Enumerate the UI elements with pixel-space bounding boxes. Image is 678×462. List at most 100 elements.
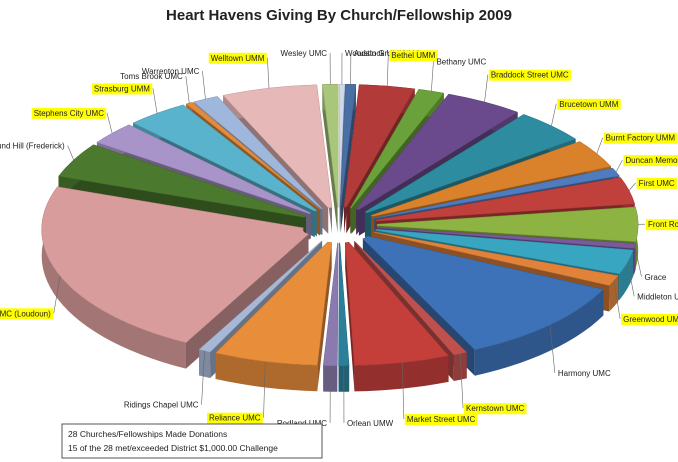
- slice-top: [185, 102, 321, 210]
- label-kernstown-umc: Kernstown UMC: [466, 404, 524, 413]
- note-line-1: 28 Churches/Fellowships Made Donations: [68, 429, 227, 439]
- slice-rim: [474, 289, 604, 376]
- label-redland-umc: Redland UMC: [277, 419, 327, 428]
- chart-title: Heart Havens Giving By Church/Fellowship…: [166, 7, 512, 24]
- slice-side: [322, 84, 338, 234]
- label-orlean-umw: Orlean UMW: [347, 419, 394, 428]
- note-box: 28 Churches/Fellowships Made Donations 1…: [61, 423, 323, 459]
- slice-rim: [633, 243, 636, 275]
- label-wesley-umc: Wesley UMC: [281, 49, 328, 58]
- leader-line: [67, 145, 74, 161]
- label-front-royal-umc: Front Royal UMC: [648, 220, 678, 229]
- slice-top: [322, 242, 339, 367]
- slice-rim: [453, 352, 467, 382]
- label-ridings-chapel-umc: Ridings Chapel UMC: [124, 401, 199, 410]
- leader-line: [484, 74, 489, 103]
- slice-top: [355, 93, 519, 211]
- leader-line: [106, 112, 113, 134]
- slice-rim: [609, 275, 619, 312]
- leader-line: [615, 160, 623, 173]
- label-toms-brook-umc: Toms Brook UMC: [120, 72, 183, 81]
- label-highlight: [464, 403, 527, 415]
- leader-line: [263, 361, 266, 418]
- label-highlight: [31, 107, 107, 119]
- slice-top: [132, 104, 318, 212]
- leader-line: [459, 353, 464, 409]
- slice-side: [345, 242, 355, 392]
- slice-market-street-umc: [344, 241, 450, 392]
- label-round-hill-umc-loudoun: Round Hill UMC (Loudoun): [0, 309, 51, 318]
- label-reliance-umc: Reliance UMC: [209, 414, 261, 423]
- label-brucetown-umm: Brucetown UMM: [559, 100, 618, 109]
- label-grace: Grace: [645, 273, 667, 282]
- slice-side: [340, 84, 356, 234]
- slice-top: [375, 177, 636, 222]
- label-highlight: [91, 83, 153, 95]
- slice-top: [353, 241, 468, 356]
- slice-top: [222, 84, 333, 209]
- slice-top: [344, 241, 450, 366]
- slice-rim: [619, 250, 634, 300]
- leader-line: [201, 350, 205, 405]
- slice-top: [373, 231, 619, 286]
- label-middleton-umc: Middleton UMC: [637, 292, 678, 301]
- slice-top: [374, 228, 634, 275]
- label-strasburg-umm: Strasburg UMM: [94, 84, 150, 93]
- slice-top: [339, 83, 345, 208]
- label-woodstock-umm: Woodstock UMM: [345, 49, 406, 58]
- slice-rim: [215, 353, 318, 392]
- label-highlight: [0, 308, 54, 320]
- slice-top: [376, 206, 639, 242]
- slice-top: [362, 236, 604, 350]
- label-welltown-umm: Welltown UMM: [211, 54, 265, 63]
- label-highlight: [557, 98, 621, 110]
- leader-line: [628, 182, 636, 191]
- leader-line: [202, 71, 206, 100]
- slice-top: [198, 240, 323, 353]
- slice-top: [215, 241, 332, 366]
- leader-line: [431, 61, 434, 92]
- slice-reliance-umc: [215, 241, 332, 392]
- label-highlight: [404, 414, 478, 426]
- slice-rim: [199, 349, 211, 379]
- label-bethany-umc: Bethany UMC: [436, 57, 486, 66]
- slice-top: [193, 96, 323, 210]
- slice-austin-grove-umc: [340, 83, 357, 234]
- label-highlight: [389, 50, 438, 62]
- slice-wesley-umc: [322, 83, 339, 234]
- slice-top: [322, 83, 339, 208]
- leader-line: [402, 362, 405, 420]
- label-austin-grove-umc: Austin Grove UMC: [354, 49, 421, 58]
- label-first-umc: First UMC: [639, 179, 675, 188]
- slice-top: [338, 242, 350, 367]
- leader-line: [549, 324, 556, 373]
- leader-line: [267, 57, 270, 89]
- label-burnt-factory-umm: Burnt Factory UMM: [606, 134, 676, 143]
- label-highlight: [623, 155, 678, 167]
- label-highlight: [603, 132, 678, 144]
- label-highlight: [208, 52, 267, 64]
- slice-side: [317, 242, 332, 392]
- leader-line: [613, 280, 621, 319]
- label-stephens-city-umc: Stephens City UMC: [34, 109, 104, 118]
- slice-top: [340, 83, 357, 208]
- leader-line: [634, 246, 642, 277]
- label-greenwood-umc: Greenwood UMC: [623, 315, 678, 324]
- note-line-2: 15 of the 28 met/exceeded District $1,00…: [68, 443, 278, 453]
- slice-top: [41, 186, 310, 343]
- label-highlight: [206, 412, 263, 424]
- slice-top: [343, 84, 416, 208]
- label-highlight: [488, 69, 571, 81]
- slice-round-hill-umc-loudoun: [41, 186, 310, 369]
- slice-top: [349, 89, 445, 209]
- slice-top: [370, 141, 612, 217]
- leader-line: [386, 55, 389, 87]
- label-market-street-umc: Market Street UMC: [407, 415, 476, 424]
- label-harmony-umc: Harmony UMC: [558, 369, 611, 378]
- pie-slices: [41, 83, 639, 392]
- leader-line: [53, 275, 61, 314]
- slice-top: [376, 227, 636, 249]
- slice-top: [373, 167, 620, 219]
- slice-top: [364, 114, 577, 214]
